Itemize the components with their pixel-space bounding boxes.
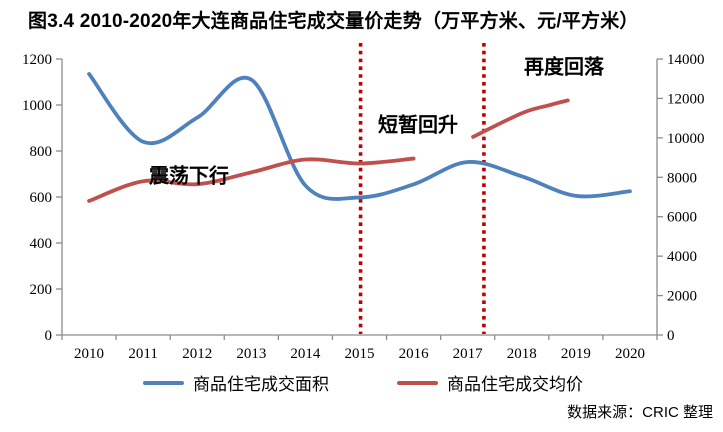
- annotation-phase-fallback: 再度回落: [524, 56, 604, 79]
- price-series-swatch: [397, 380, 438, 385]
- left-axis-tick-label: 600: [30, 190, 53, 206]
- left-axis-tick-label: 1200: [22, 52, 52, 68]
- area-series-swatch: [143, 380, 184, 385]
- price-series-line: [471, 98, 570, 139]
- x-axis-year-label: 2012: [182, 346, 212, 362]
- right-axis-tick-label: 0: [667, 328, 675, 344]
- left-axis-tick-label: 0: [45, 328, 53, 344]
- right-axis-tick-label: 10000: [667, 131, 705, 147]
- right-axis-tick-label: 8000: [667, 170, 697, 186]
- price-series-line: [87, 156, 416, 203]
- right-axis-tick-label: 12000: [667, 91, 705, 107]
- x-axis-year-label: 2010: [74, 346, 104, 362]
- legend-label-area: 商品住宅成交面积: [193, 375, 329, 394]
- legend-item-price: 商品住宅成交均价: [397, 370, 583, 395]
- x-axis-year-label: 2018: [507, 346, 537, 362]
- x-axis-year-label: 2013: [236, 346, 266, 362]
- x-axis-year-label: 2014: [290, 346, 321, 362]
- annotation-phase-down: 震荡下行: [149, 165, 229, 188]
- chart-legend: 商品住宅成交面积 商品住宅成交均价: [143, 370, 583, 395]
- annotation-phase-rebound: 短暂回升: [378, 114, 458, 137]
- x-axis-year-label: 2011: [128, 346, 157, 362]
- legend-item-area: 商品住宅成交面积: [143, 370, 329, 395]
- x-axis-year-label: 2019: [561, 346, 591, 362]
- left-axis-tick-label: 1000: [22, 98, 52, 114]
- left-axis-tick-label: 400: [30, 236, 53, 252]
- x-axis-year-label: 2020: [615, 346, 645, 362]
- legend-label-price: 商品住宅成交均价: [447, 375, 583, 394]
- chart-title: 图3.4 2010-2020年大连商品住宅成交量价走势（万平方米、元/平方米）: [28, 11, 639, 32]
- x-axis-year-label: 2015: [345, 346, 375, 362]
- left-axis-tick-label: 200: [30, 282, 53, 298]
- right-axis-tick-label: 2000: [667, 289, 697, 305]
- area-series-line: [87, 72, 632, 201]
- right-axis-tick-label: 6000: [667, 210, 697, 226]
- right-axis-tick-label: 14000: [667, 52, 705, 68]
- left-axis-tick-label: 800: [30, 144, 53, 160]
- right-axis-tick-label: 4000: [667, 249, 697, 265]
- x-axis-year-label: 2017: [453, 346, 484, 362]
- data-source-note: 数据来源：CRIC 整理: [567, 404, 713, 421]
- x-axis-year-label: 2016: [399, 346, 430, 362]
